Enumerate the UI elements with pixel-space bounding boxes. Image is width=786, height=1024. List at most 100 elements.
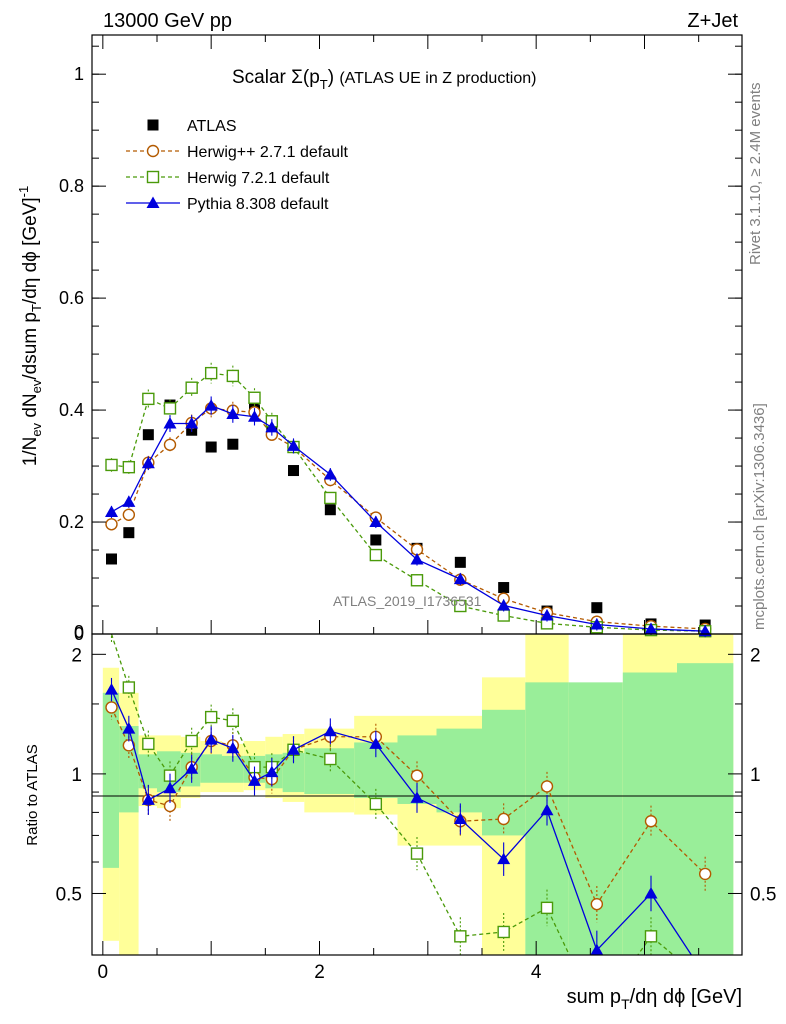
data-point (122, 495, 136, 507)
ratio-y-tick-label-right: 0.5 (750, 884, 776, 905)
ratio-point (540, 803, 554, 816)
ratio-point (644, 886, 658, 899)
main-panel-series (105, 362, 712, 638)
ratio-band-green (568, 682, 623, 955)
ratio-band-green (102, 692, 120, 868)
watermark-analysis: ATLAS_2019_I1736531 (333, 593, 482, 609)
data-point (369, 515, 383, 528)
ratio-band-green (200, 754, 222, 783)
data-point (106, 553, 117, 565)
legend-marker (146, 196, 160, 208)
data-point (122, 508, 136, 521)
data-point (698, 624, 712, 637)
legend-label: ATLAS (187, 118, 237, 135)
ratio-point (590, 897, 604, 911)
data-point (369, 548, 383, 562)
data-point (226, 407, 240, 419)
legend-label: Herwig 7.2.1 default (187, 170, 330, 187)
ratio-point (644, 930, 658, 943)
data-point (141, 456, 155, 469)
data-point (265, 420, 279, 433)
chart-axes: 00.20.40.60.810.5 0.51 12 20 2 40 (56, 35, 776, 983)
ratio-point (226, 741, 240, 754)
data-point (163, 402, 177, 415)
ratio-point (141, 793, 155, 805)
ratio-panel-frame (91, 633, 743, 956)
main-y-tick-label: 1 (74, 64, 84, 84)
legend: ATLAS Herwig++ 2.7.1 default Herwig 7.2.1 … (126, 118, 349, 213)
ratio-point (497, 925, 510, 939)
ratio-band-green (282, 752, 305, 793)
main-y-tick-label: 0.4 (59, 400, 84, 420)
data-point (142, 392, 155, 406)
mcplots-source-label: mcplots.cern.ch [arXiv:1306.3436] (751, 403, 768, 630)
data-point (248, 410, 261, 422)
main-y-tick-label: 0.6 (59, 288, 84, 308)
ratio-point (453, 812, 467, 824)
ratio-point (497, 852, 511, 865)
data-point (204, 399, 218, 411)
legend-marker (146, 144, 160, 158)
main-y-zero-label: 0 (74, 622, 84, 642)
ratio-point (324, 752, 337, 766)
main-y-axis-label: 1/Nev dNev/dsum pT/dη dϕ [GeV]-1 (16, 186, 44, 467)
data-point (324, 491, 337, 505)
data-point (287, 439, 300, 451)
ratio-band-green (677, 663, 734, 955)
ratio-point (698, 867, 712, 881)
ratio-point (644, 815, 658, 828)
data-point (204, 366, 218, 380)
ratio-point (369, 797, 383, 811)
data-point (163, 438, 177, 451)
data-point (324, 504, 336, 516)
data-point (288, 465, 299, 477)
data-point (142, 429, 154, 441)
ratio-point (248, 774, 261, 786)
ratio-point (142, 737, 155, 751)
x-tick-label: 4 (531, 962, 542, 983)
legend-marker (146, 170, 160, 184)
data-point (105, 505, 118, 517)
ratio-point (410, 791, 424, 803)
x-axis-label: sum pT/dη dϕ [GeV] (567, 986, 742, 1012)
main-y-tick-label: 0.8 (59, 176, 84, 196)
ratio-band-green (138, 754, 157, 789)
data-point (205, 441, 217, 453)
data-point (454, 599, 467, 613)
x-tick-label: 2 (314, 962, 325, 983)
header-right: Z+Jet (687, 10, 738, 32)
ratio-band-green (436, 728, 482, 813)
data-point (497, 609, 510, 622)
ratio-y-tick-label-right: 1 (750, 765, 761, 786)
ratio-point (410, 769, 424, 782)
legend-label: Pythia 8.308 default (187, 196, 329, 213)
data-point (226, 369, 240, 383)
data-point (591, 602, 603, 614)
ratio-point (105, 683, 118, 695)
data-point (410, 574, 424, 587)
ratio-point (540, 780, 554, 793)
ratio-point (163, 781, 177, 794)
data-point (453, 572, 467, 585)
ratio-band-green (622, 672, 677, 955)
main-y-tick-label: 0.2 (59, 512, 84, 532)
ratio-y-tick-label-left: 1 (71, 765, 82, 786)
ratio-y-tick-label-right: 2 (750, 645, 761, 666)
ratio-point (454, 930, 467, 943)
data-point (123, 527, 135, 539)
ratio-point (287, 743, 300, 755)
rivet-version-label: Rivet 3.1.10, ≥ 2.4M events (747, 83, 764, 266)
ratio-series-2 (105, 677, 693, 955)
header-left: 13000 GeV pp (103, 10, 232, 32)
data-point (122, 460, 136, 474)
ratio-uncertainty-bands (102, 634, 734, 955)
ratio-point (369, 737, 383, 749)
ratio-point (226, 714, 240, 728)
ratio-y-axis-label: Ratio to ATLAS (24, 744, 41, 845)
ratio-band-green (222, 755, 244, 783)
data-point (227, 438, 239, 450)
legend-label: Herwig++ 2.7.1 default (187, 144, 349, 161)
data-point (644, 622, 658, 634)
data-point (185, 417, 199, 429)
